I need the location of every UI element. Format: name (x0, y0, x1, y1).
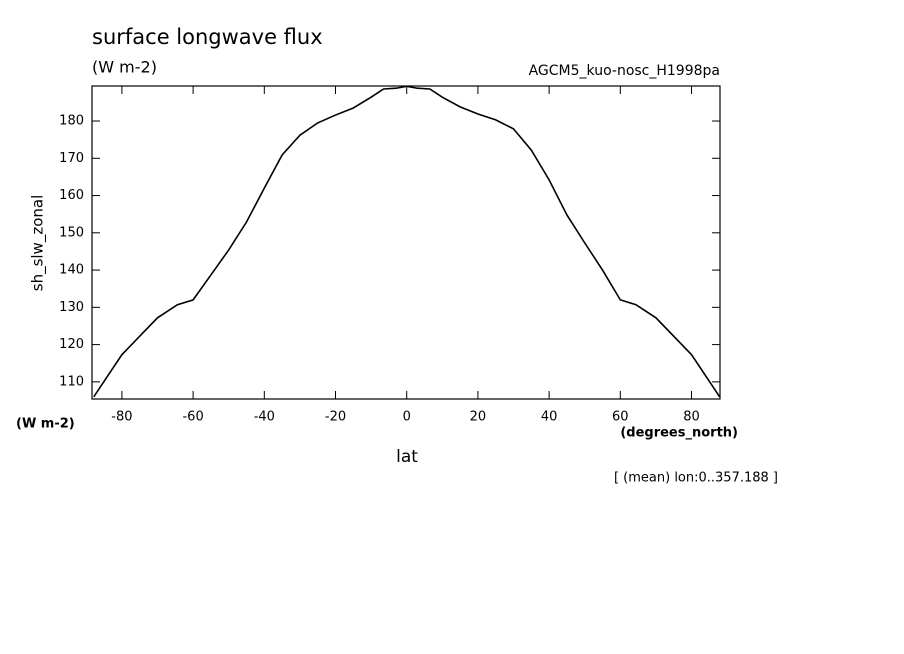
x-units: (degrees_north) (620, 426, 738, 441)
y-units: (W m-2) (16, 417, 75, 432)
y-tick-label: 170 (59, 151, 84, 166)
x-tick-label: -60 (182, 410, 203, 425)
x-tick-label: -80 (111, 410, 132, 425)
plot-frame (91, 85, 721, 400)
dataset: AGCM5_kuo-nosc_H1998pa (529, 63, 720, 79)
y-tick-label: 110 (59, 374, 84, 389)
x-tick-label: -20 (325, 410, 346, 425)
footnote: [ (mean) lon:0..357.188 ] (614, 471, 778, 486)
x-tick-label: 80 (683, 410, 700, 425)
y-tick-label: 160 (59, 188, 84, 203)
x-axis-label: lat (396, 447, 418, 467)
x-tick-label: -40 (254, 410, 275, 425)
y-tick-label: 120 (59, 337, 84, 352)
y-tick-label: 130 (59, 300, 84, 315)
data-line (93, 85, 721, 398)
y-tick-label: 150 (59, 225, 84, 240)
x-tick-label: 20 (470, 410, 487, 425)
units: (W m-2) (92, 58, 157, 77)
x-tick-label: 40 (541, 410, 558, 425)
x-tick-label: 0 (403, 410, 411, 425)
y-tick-label: 180 (59, 114, 84, 129)
y-tick-label: 140 (59, 263, 84, 278)
y-axis-label: sh_slw_zonal (29, 195, 48, 292)
x-tick-label: 60 (612, 410, 629, 425)
chart-title: surface longwave flux (92, 25, 323, 49)
